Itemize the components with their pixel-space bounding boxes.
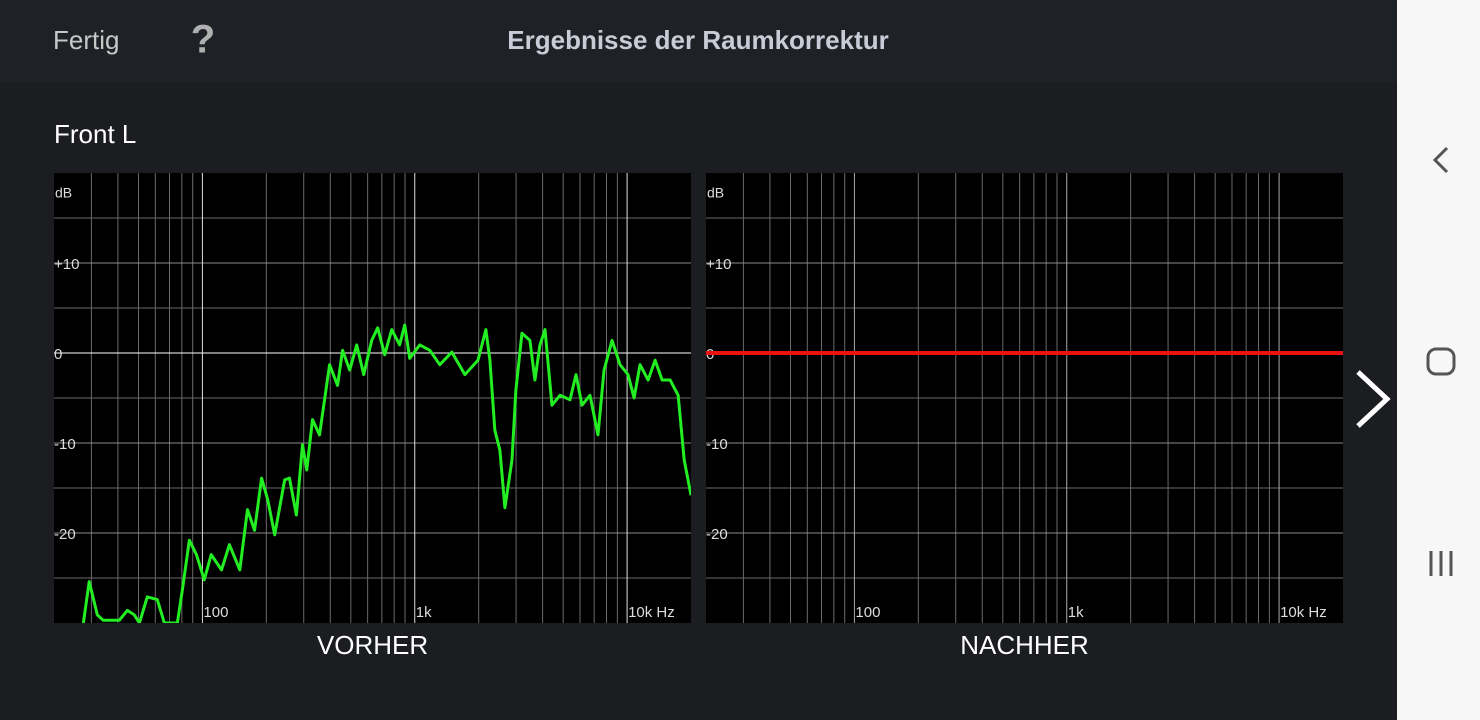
y-tick-label: -20 [54, 526, 76, 543]
series-line [81, 323, 691, 623]
help-button[interactable]: ? [191, 18, 215, 62]
nav-back[interactable] [1432, 146, 1449, 174]
y-tick-label: 0 [54, 346, 62, 363]
chart-title: VORHER [317, 630, 428, 660]
y-tick-label: +10 [54, 256, 79, 273]
x-tick-label: 10k Hz [628, 604, 675, 621]
page-title: Ergebnisse der Raumkorrektur [507, 25, 888, 55]
nav-home[interactable] [1426, 347, 1456, 376]
x-tick-label: 1k [416, 604, 432, 621]
chart: +10 0 -10 -20 100 1k 10k Hz dB VORHER [54, 173, 691, 660]
chart-title: NACHHER [960, 630, 1089, 660]
nav-recent[interactable] [1429, 551, 1453, 576]
nav-bar [1397, 0, 1480, 720]
x-tick-label: 1k [1068, 604, 1084, 621]
y-tick-label: +10 [706, 256, 731, 273]
y-axis-label: dB [55, 185, 72, 201]
channel-label: Front L [54, 119, 136, 149]
x-tick-label: 10k Hz [1280, 604, 1327, 621]
y-axis-label: dB [707, 185, 724, 201]
x-tick-label: 100 [203, 604, 228, 621]
next-arrow[interactable] [1356, 370, 1391, 428]
x-tick-label: 100 [855, 604, 880, 621]
y-tick-label: -10 [706, 436, 728, 453]
y-tick-label: -20 [706, 526, 728, 543]
done-button[interactable]: Fertig [53, 25, 119, 55]
header-bar [0, 0, 1397, 82]
y-tick-label: -10 [54, 436, 76, 453]
